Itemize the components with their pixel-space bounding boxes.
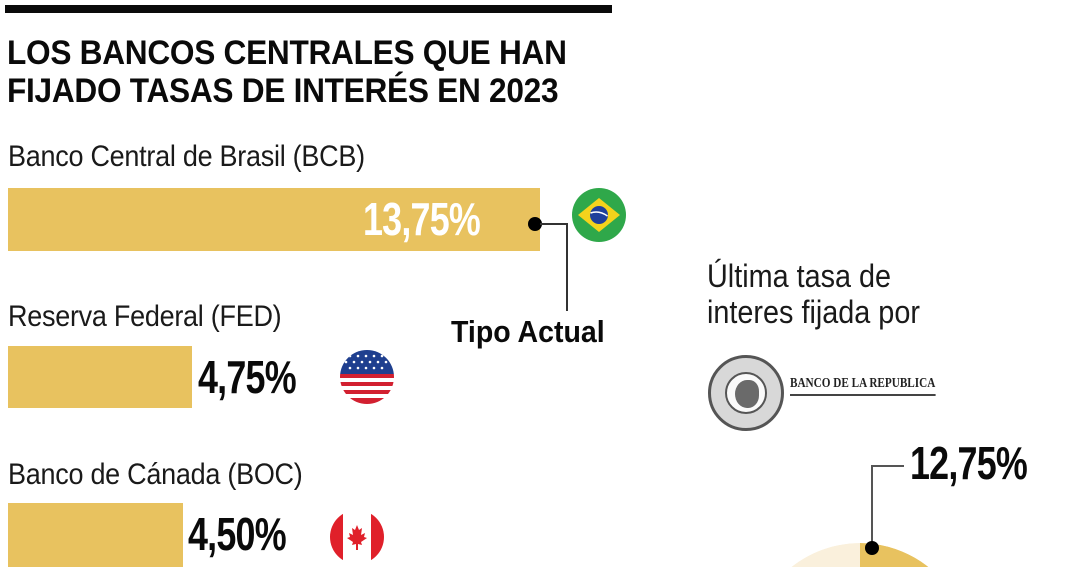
- seal-inner: [725, 372, 767, 414]
- colombia-line-v: [871, 465, 873, 545]
- annotation-line-v: [566, 223, 568, 311]
- annotation-line-h: [540, 223, 567, 225]
- subtitle-line-2: interes fijada por: [707, 294, 920, 330]
- title-line-1: LOS BANCOS CENTRALES QUE HAN: [7, 34, 567, 72]
- bar-bcb: [8, 188, 540, 251]
- bank-label-bcb: Banco Central de Brasil (BCB): [8, 140, 365, 173]
- bank-label-boc: Banco de Cánada (BOC): [8, 458, 303, 491]
- bank-label-fed: Reserva Federal (FED): [8, 300, 282, 333]
- subtitle-line-1: Última tasa de: [707, 258, 892, 294]
- colombia-line-h: [871, 465, 904, 467]
- annotation-dot: [528, 217, 542, 231]
- bar-fed: [8, 346, 192, 408]
- colombia-subtitle: Última tasa de interes fijada por: [707, 258, 920, 330]
- colombia-dot: [865, 541, 879, 555]
- bar-boc: [8, 503, 183, 567]
- colombia-pie-chart: [750, 543, 970, 567]
- banco-republica-seal-icon: [708, 355, 784, 431]
- top-rule: [5, 5, 612, 13]
- value-boc: 4,50%: [188, 508, 287, 560]
- value-colombia: 12,75%: [910, 437, 1028, 489]
- seal-portrait: [735, 380, 759, 408]
- banco-republica-logo-text: BANCO DE LA REPUBLICA: [790, 376, 936, 396]
- chart-title: LOS BANCOS CENTRALES QUE HAN FIJADO TASA…: [7, 34, 584, 110]
- annotation-label: Tipo Actual: [451, 314, 605, 349]
- title-line-2: FIJADO TASAS DE INTERÉS EN 2023: [7, 72, 559, 110]
- brazil-flag-icon: [572, 188, 626, 242]
- value-fed: 4,75%: [198, 351, 297, 403]
- value-bcb: 13,75%: [363, 193, 481, 245]
- canada-flag-icon: [330, 510, 384, 564]
- usa-flag-icon: [340, 350, 394, 404]
